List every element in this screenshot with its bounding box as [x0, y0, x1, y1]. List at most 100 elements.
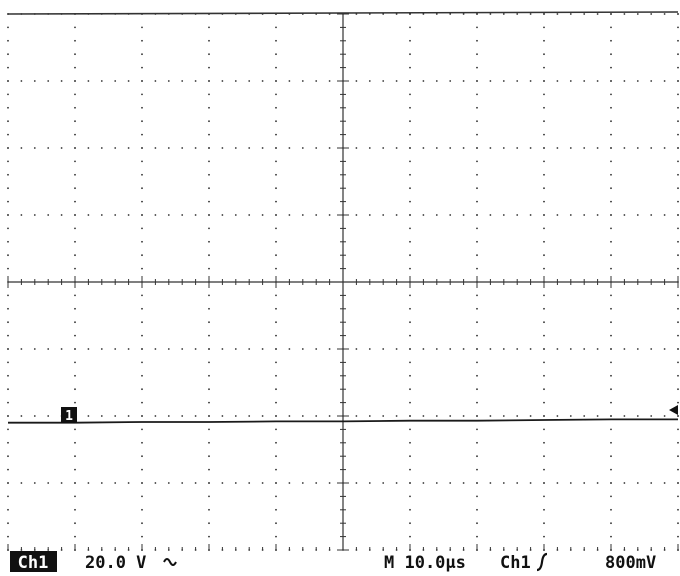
grid-dot [342, 549, 344, 551]
grid-dot [664, 80, 666, 82]
grid-dot [275, 348, 277, 350]
grid-dot [543, 281, 545, 283]
grid-dot [530, 482, 532, 484]
grid-dot [677, 27, 679, 29]
grid-dot [275, 482, 277, 484]
grid-dot [275, 442, 277, 444]
grid-dot [476, 241, 478, 243]
grid-dot [409, 94, 411, 96]
grid-dot [208, 362, 210, 364]
grid-dot [543, 161, 545, 163]
grid-dot [463, 147, 465, 149]
grid-dot [275, 402, 277, 404]
grid-dot [181, 147, 183, 149]
grid-dot [409, 549, 411, 551]
grid-dot [369, 214, 371, 216]
grid-dot [664, 147, 666, 149]
grid-dot [101, 214, 103, 216]
grid-dot [543, 388, 545, 390]
grid-dot [208, 442, 210, 444]
grid-dot [275, 241, 277, 243]
grid-dot [650, 214, 652, 216]
grid-dot [382, 348, 384, 350]
grid-dot [141, 187, 143, 189]
grid-dot [208, 201, 210, 203]
grid-dot [141, 509, 143, 511]
grid-dot [476, 415, 478, 417]
grid-dot [275, 80, 277, 82]
grid-dot [369, 415, 371, 417]
grid-dot [423, 147, 425, 149]
grid-dot [275, 268, 277, 270]
grid-dot [74, 509, 76, 511]
grid-dot [7, 388, 9, 390]
grid-dot [476, 120, 478, 122]
grid-dot [476, 268, 478, 270]
grid-dot [583, 80, 585, 82]
grid-dot [101, 482, 103, 484]
grid-dot [222, 214, 224, 216]
grid-dot [342, 214, 344, 216]
grid-dot [235, 482, 237, 484]
grid-dot [382, 214, 384, 216]
grid-dot [476, 281, 478, 283]
grid-dot [208, 469, 210, 471]
grid-dot [141, 268, 143, 270]
grid-dot [168, 214, 170, 216]
grid-dot [423, 214, 425, 216]
grid-dot [195, 415, 197, 417]
grid-dot [315, 482, 317, 484]
grid-dot [650, 415, 652, 417]
grid-dot [543, 536, 545, 538]
grid-dot [128, 13, 130, 15]
grid-dot [302, 13, 304, 15]
grid-dot [543, 13, 545, 15]
grid-dot [7, 241, 9, 243]
grid-dot [208, 120, 210, 122]
grid-dot [74, 308, 76, 310]
grid-dot [543, 94, 545, 96]
grid-dot [570, 415, 572, 417]
grid-dot [463, 214, 465, 216]
grid-dot [543, 295, 545, 297]
grid-dot [7, 509, 9, 511]
grid-dot [74, 214, 76, 216]
grid-dot [543, 469, 545, 471]
grid-dot [74, 429, 76, 431]
grid-dot [543, 120, 545, 122]
grid-dot [114, 147, 116, 149]
grid-dot [409, 174, 411, 176]
grid-dot [128, 348, 130, 350]
grid-dot [195, 13, 197, 15]
grid-dot [677, 375, 679, 377]
grid-dot [356, 13, 358, 15]
grid-dot [74, 295, 76, 297]
grid-dot [516, 415, 518, 417]
grid-dot [21, 348, 23, 350]
grid-dot [342, 147, 344, 149]
grid-dot [7, 348, 9, 350]
grid-dot [677, 228, 679, 230]
grid-dot [476, 187, 478, 189]
grid-dot [47, 549, 49, 551]
grid-dot [141, 321, 143, 323]
grid-dot [583, 348, 585, 350]
grid-dot [7, 281, 9, 283]
grid-dot [637, 13, 639, 15]
grid-dot [449, 214, 451, 216]
grid-dot [208, 482, 210, 484]
grid-dot [114, 482, 116, 484]
grid-dot [543, 455, 545, 457]
grid-dot [34, 549, 36, 551]
grid-dot [476, 348, 478, 350]
grid-dot [275, 362, 277, 364]
grid-dot [664, 549, 666, 551]
grid-dot [530, 415, 532, 417]
grid-dot [262, 147, 264, 149]
grid-dot [677, 509, 679, 511]
grid-dot [610, 27, 612, 29]
grid-dot [557, 348, 559, 350]
grid-dot [583, 13, 585, 15]
grid-dot [610, 442, 612, 444]
grid-dot [516, 549, 518, 551]
